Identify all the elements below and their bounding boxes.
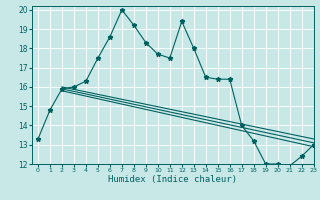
X-axis label: Humidex (Indice chaleur): Humidex (Indice chaleur) bbox=[108, 175, 237, 184]
